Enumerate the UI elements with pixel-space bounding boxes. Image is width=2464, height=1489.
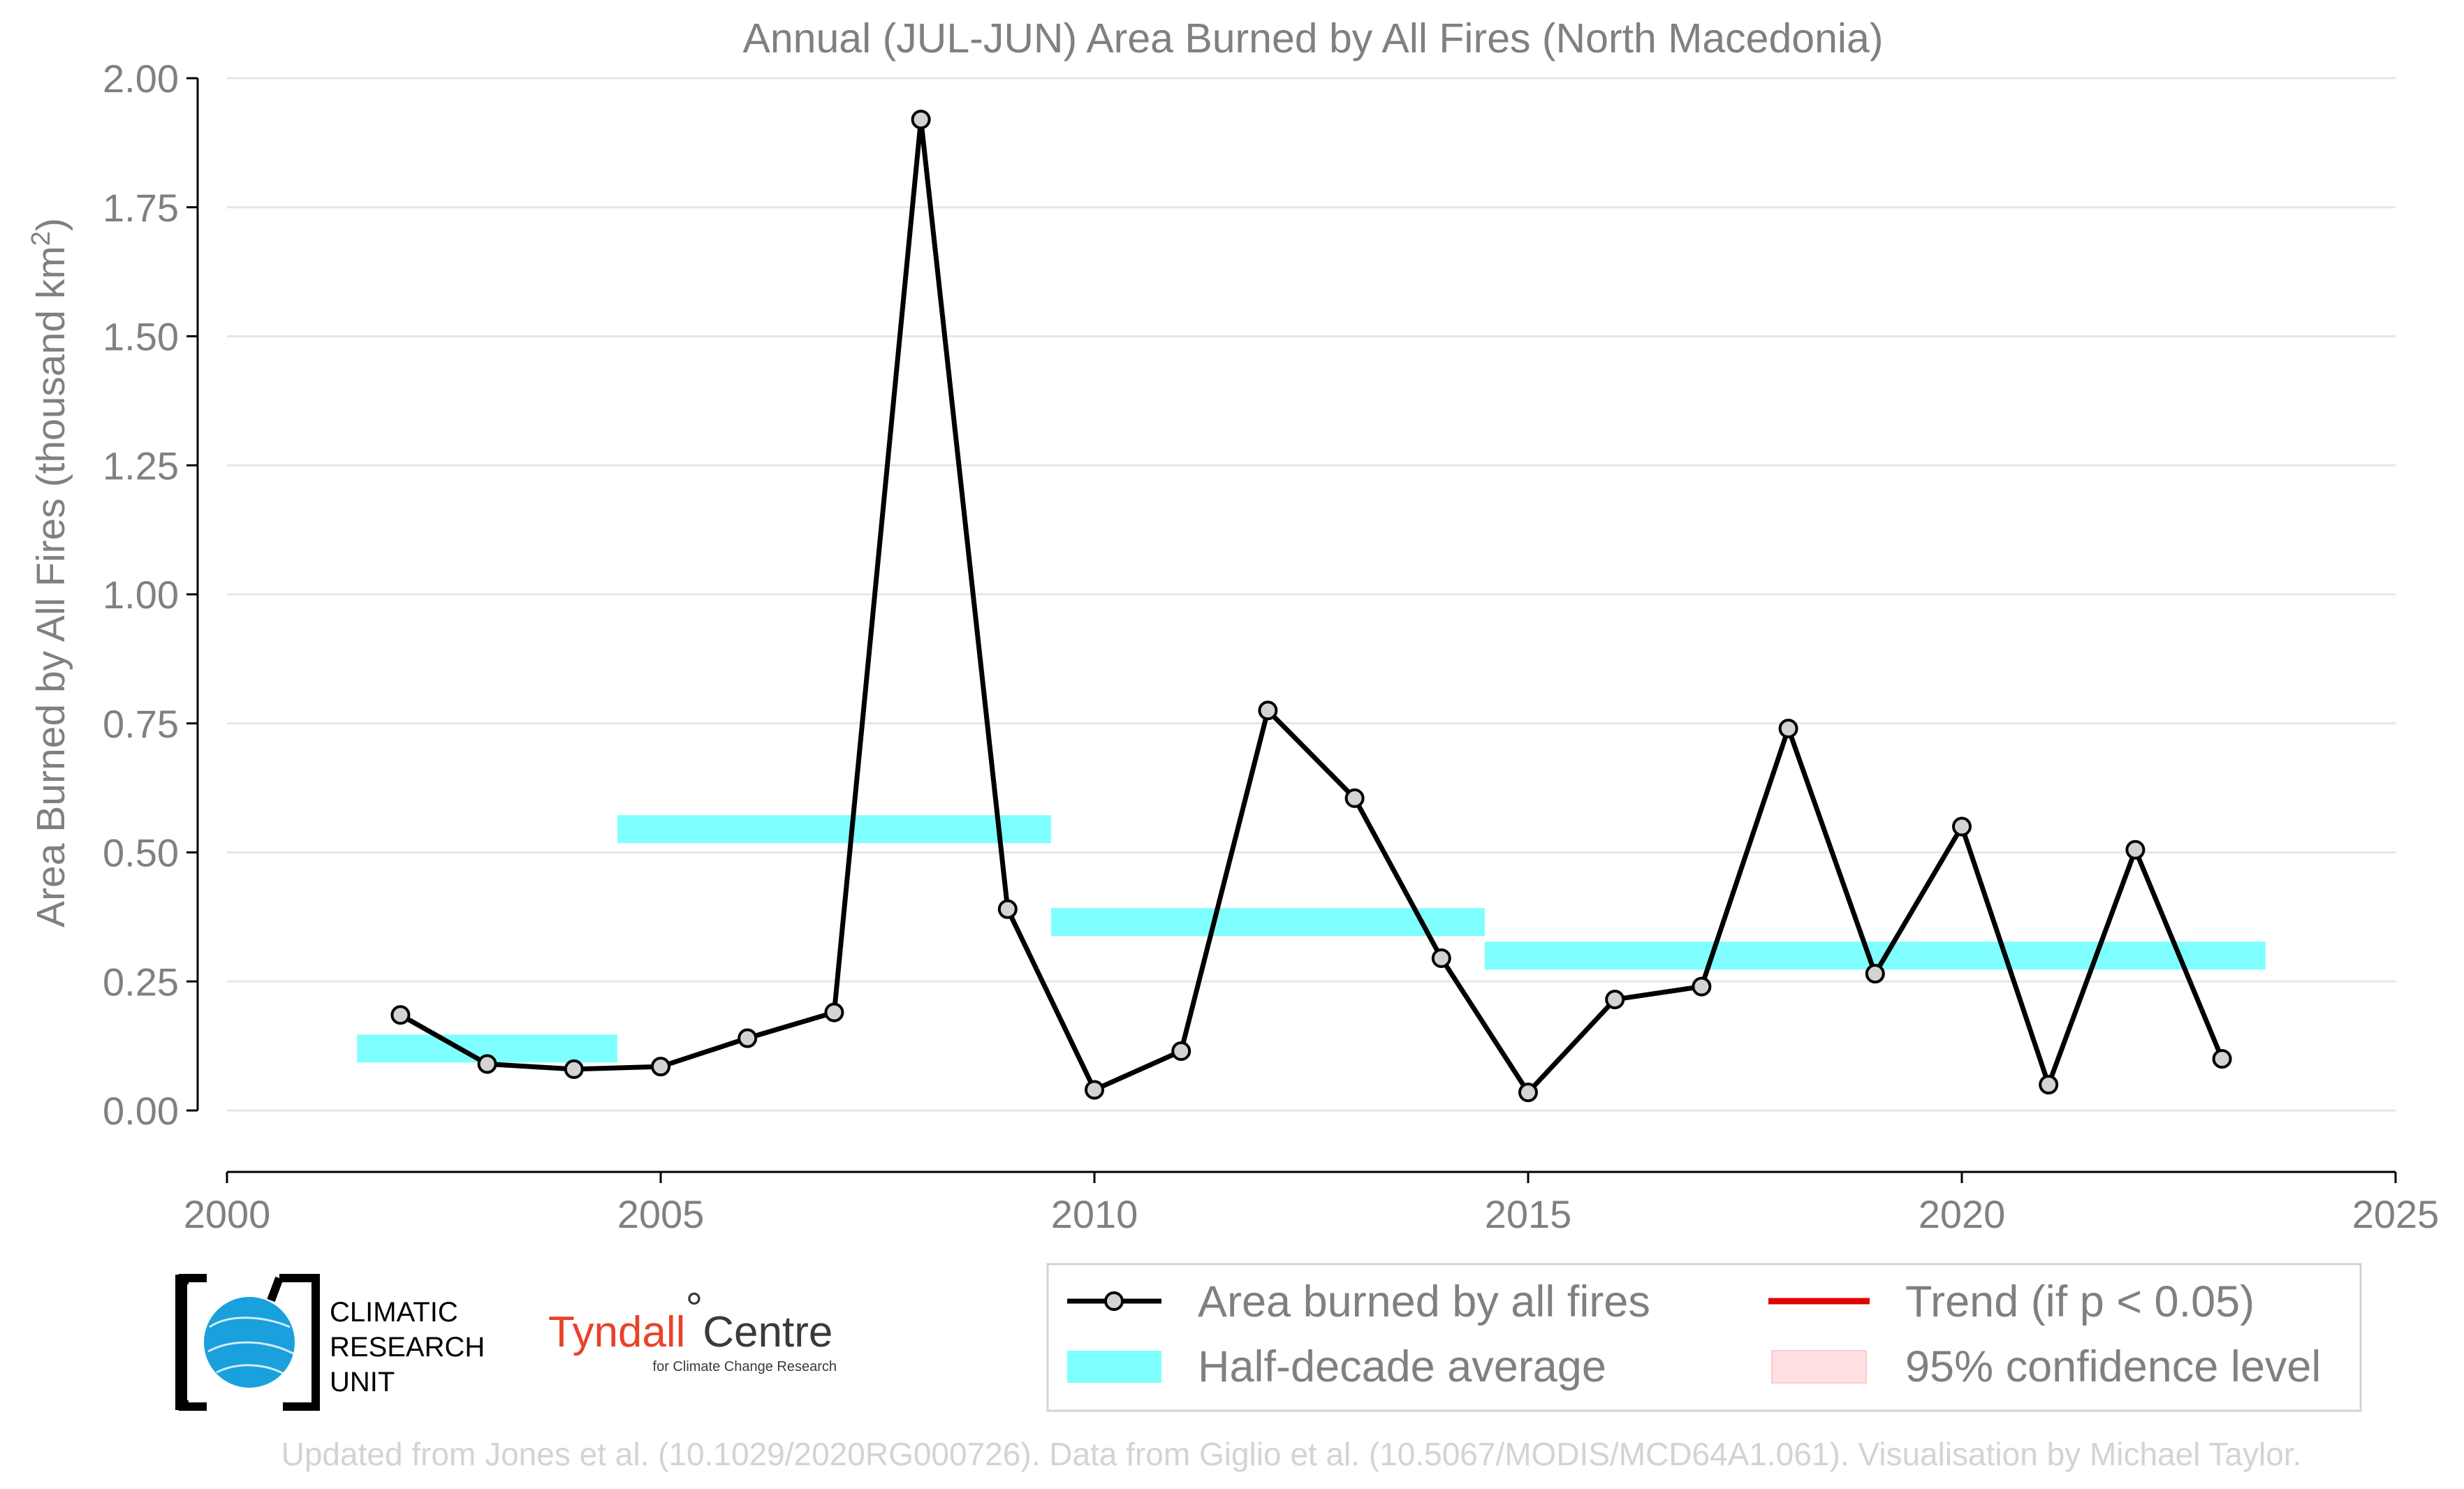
tyndall-word: Tyndall [548, 1308, 685, 1356]
data-point-2006 [738, 1028, 758, 1048]
y-tick-label-6: 1.50 [103, 315, 179, 359]
data-point-2011 [1171, 1041, 1191, 1062]
legend-swatch-confidence [1771, 1350, 1867, 1384]
data-point-2013 [1344, 788, 1365, 808]
cru-logo-line-3: UNIT [330, 1367, 395, 1398]
legend-swatch-half-decade [1067, 1351, 1161, 1383]
x-tick-label-0: 2000 [184, 1192, 271, 1236]
footer-credits: Updated from Jones et al. (10.1029/2020R… [281, 1436, 2302, 1472]
y-axis-title-superscript: 2 [27, 231, 56, 246]
cru-logo: CLIMATIC RESEARCH UNIT [175, 1274, 485, 1411]
data-point-2009 [997, 899, 1018, 919]
y-axis-title-end: ) [29, 218, 73, 231]
data-point-2007 [824, 1002, 844, 1022]
y-tick-label-3: 0.75 [103, 702, 179, 746]
series-points [390, 110, 2232, 1103]
y-tick-label-8: 2.00 [103, 57, 179, 101]
x-axis-ticks: 2000 2005 2010 2015 2020 2025 [184, 1172, 2440, 1236]
data-point-2015 [1518, 1083, 1538, 1103]
y-tick-label-2: 0.50 [103, 831, 179, 875]
data-point-2018 [1778, 719, 1798, 739]
legend: Area burned by all fires Trend (if p < 0… [1046, 1263, 2362, 1412]
x-tick-label-5: 2025 [2352, 1192, 2440, 1236]
y-tick-label-5: 1.25 [103, 443, 179, 487]
data-point-2020 [1952, 816, 1972, 837]
data-point-2004 [564, 1059, 584, 1079]
series-line-area-burned [399, 117, 2224, 1095]
data-point-2008 [911, 110, 931, 130]
x-tick-label-1: 2005 [617, 1192, 705, 1236]
y-tick-label-4: 1.00 [103, 573, 179, 617]
gridlines [227, 77, 2396, 1112]
y-axis-title-main: Area Burned by All Fires (thousand km [29, 246, 73, 927]
y-tick-label-0: 0.00 [103, 1089, 179, 1133]
tyndall-logo-subtitle: for Climate Change Research [653, 1359, 837, 1374]
half-decade-band-2 [1050, 908, 1485, 937]
legend-swatch-marker [1104, 1291, 1124, 1311]
legend-label-half-decade: Half-decade average [1198, 1342, 1606, 1391]
tyndall-centre-word: Centre [703, 1308, 833, 1356]
cru-logo-bracket-notch [267, 1276, 284, 1303]
cru-logo-line-2: RESEARCH [330, 1332, 485, 1363]
tyndall-logo: Tyndall°Centre for Climate Change Resear… [548, 1284, 837, 1375]
data-point-2002 [390, 1005, 411, 1025]
legend-label-trend: Trend (if p < 0.05) [1905, 1277, 2254, 1326]
data-point-2012 [1258, 701, 1278, 721]
data-point-2022 [2125, 839, 2146, 860]
x-tick-label-3: 2015 [1485, 1192, 1572, 1236]
cru-logo-bracket-left-outer [179, 1274, 207, 1411]
data-point-2016 [1605, 990, 1625, 1010]
half-decade-band-1 [617, 815, 1051, 844]
data-point-2021 [2039, 1075, 2059, 1095]
cru-logo-line-1: CLIMATIC [330, 1297, 458, 1328]
tyndall-degree: ° [685, 1284, 703, 1333]
cru-logo-bracket-right [279, 1274, 320, 1411]
data-point-2010 [1085, 1080, 1104, 1100]
y-axis-ticks: 0.00 0.25 0.50 0.75 1.00 1.25 1.50 1.75 2.00 [103, 57, 198, 1133]
data-point-2005 [651, 1057, 670, 1077]
half-decade-band-3 [1484, 941, 1919, 970]
tyndall-logo-title: Tyndall°Centre [548, 1284, 833, 1357]
data-point-2014 [1431, 948, 1451, 968]
y-tick-label-7: 1.75 [103, 186, 179, 230]
data-point-2003 [477, 1054, 497, 1074]
series-line-group [399, 117, 2224, 1095]
data-point-2017 [1692, 976, 1712, 997]
data-point-2023 [2212, 1049, 2232, 1069]
y-tick-label-1: 0.25 [103, 960, 179, 1004]
legend-label-area-burned: Area burned by all fires [1198, 1277, 1650, 1326]
x-tick-label-4: 2020 [1919, 1192, 2006, 1236]
legend-box [1046, 1263, 2362, 1412]
x-tick-label-2: 2010 [1051, 1192, 1138, 1236]
y-axis-title: Area Burned by All Fires (thousand km2) [27, 218, 73, 927]
legend-label-confidence: 95% confidence level [1905, 1342, 2321, 1391]
chart-title: Annual (JUL-JUN) Area Burned by All Fire… [743, 15, 1884, 61]
data-point-2019 [1865, 964, 1885, 984]
cru-globe-lines [207, 1316, 294, 1376]
